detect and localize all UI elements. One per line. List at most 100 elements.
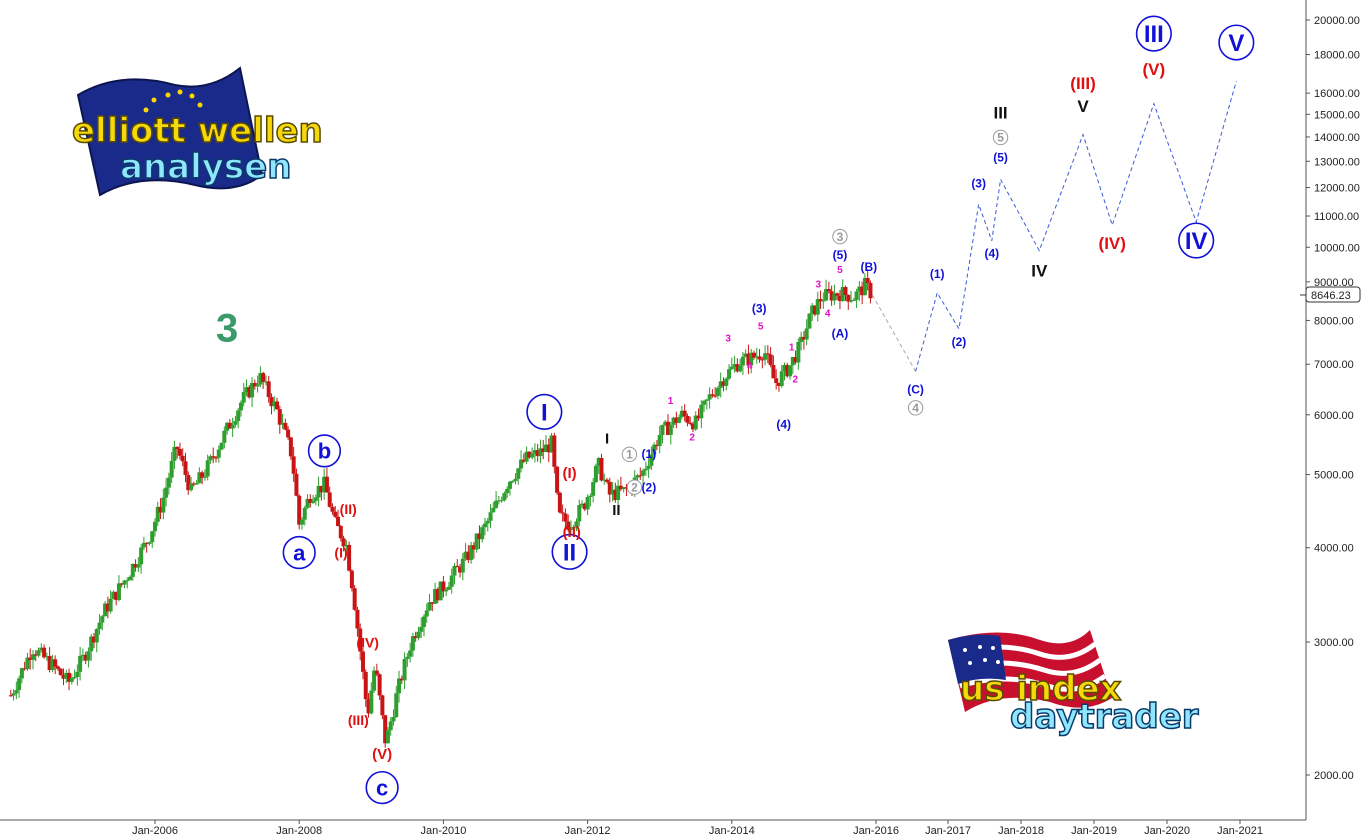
candle-down — [466, 551, 471, 561]
candle-down — [413, 636, 418, 639]
candle-down — [247, 387, 252, 398]
candle-down — [546, 444, 551, 453]
wave-label: IV — [1185, 228, 1208, 255]
candle-up — [449, 575, 454, 587]
candle-down — [283, 422, 288, 430]
candle-down — [776, 382, 781, 387]
candle-down — [214, 457, 219, 459]
candle-up — [840, 287, 845, 302]
candle-up — [272, 401, 277, 407]
candle-down — [83, 654, 88, 661]
wave-label-group: (V) — [1143, 60, 1166, 79]
candle-up — [862, 277, 867, 296]
candle-down — [277, 409, 282, 425]
candle-up — [591, 482, 596, 496]
candle-up — [30, 654, 35, 660]
wave-circle — [1135, 15, 1172, 52]
wave-label-group: 5 — [992, 129, 1009, 146]
candle-down — [297, 495, 302, 525]
candle-up — [519, 459, 524, 469]
candle-down — [177, 449, 182, 456]
candle-up — [97, 622, 102, 630]
candle-up — [394, 693, 399, 718]
candle-up — [671, 417, 676, 425]
candle-up — [197, 472, 202, 484]
candle-up — [313, 497, 318, 501]
candle-down — [835, 293, 840, 296]
wave-label: (I) — [562, 465, 576, 482]
candle-up — [824, 289, 829, 301]
candle-up — [699, 404, 704, 419]
candle-up — [263, 381, 268, 383]
wave-circle — [282, 535, 316, 570]
candle-up — [388, 721, 393, 731]
candle-down — [557, 492, 562, 513]
wave-label-group: II — [612, 502, 620, 519]
candle-up — [804, 328, 809, 340]
candle-up — [782, 364, 787, 372]
wave-label-group: 5 — [758, 322, 764, 333]
candle-down — [191, 483, 196, 485]
candle-up — [125, 580, 130, 582]
candle-up — [510, 480, 515, 482]
wave-label-group: V — [1218, 24, 1255, 61]
candle-down — [552, 435, 557, 467]
candle-up — [50, 659, 55, 670]
wave-label: c — [376, 775, 388, 800]
candle-up — [75, 671, 80, 677]
wave-labels: 35abc(I)(II)(III)(IV)(V)III(I)(II)III12(… — [216, 0, 1255, 805]
candle-up — [147, 542, 152, 544]
wave-label-group: 5 — [1225, 0, 1247, 5]
candle-up — [153, 521, 157, 532]
wave-label-group: 1 — [668, 396, 674, 407]
wave-label-group: (1) — [930, 267, 945, 281]
wave-label-group: IV — [1178, 222, 1215, 259]
candle-down — [358, 628, 363, 652]
eu-flag-icon — [76, 66, 264, 197]
candle-up — [164, 487, 169, 498]
candle-up — [11, 693, 16, 696]
candle-up — [427, 602, 432, 611]
wave-circle — [1218, 24, 1255, 61]
candle-down — [768, 354, 773, 365]
wave-label: (4) — [776, 418, 791, 432]
candle-down — [541, 448, 546, 452]
candle-up — [524, 451, 529, 462]
candle-up — [233, 421, 238, 425]
projection-paths — [871, 80, 1237, 372]
candle-up — [280, 422, 285, 425]
candle-up — [72, 676, 77, 679]
candle-up — [574, 521, 579, 527]
candle-up — [707, 394, 712, 400]
candle-up — [499, 500, 504, 502]
candle-up — [241, 392, 246, 403]
wave-label-group: b — [307, 434, 342, 468]
candle-down — [682, 410, 687, 416]
wave-label: 4 — [912, 401, 919, 415]
candle-down — [435, 589, 440, 601]
candle-down — [688, 422, 693, 424]
candle-up — [258, 373, 263, 385]
candle-up — [446, 586, 451, 590]
candle-up — [482, 523, 487, 528]
y-tick-label: 2000.00 — [1314, 770, 1354, 782]
candle-up — [652, 444, 657, 455]
candle-up — [480, 527, 485, 540]
candle-down — [286, 429, 291, 438]
wave-label: (A) — [832, 326, 849, 340]
candle-down — [654, 444, 659, 447]
y-tick-label: 6000.00 — [1314, 410, 1354, 422]
x-tick-label: Jan-2017 — [925, 825, 971, 837]
wave-label-group: (IV) — [356, 635, 379, 651]
candle-up — [238, 402, 243, 411]
candle-down — [674, 417, 679, 423]
candle-down — [535, 450, 540, 457]
candle-up — [166, 477, 171, 488]
candle-up — [405, 656, 410, 660]
candle-up — [502, 493, 507, 501]
y-tick-label: 18000.00 — [1314, 50, 1360, 62]
candle-up — [621, 487, 626, 490]
candle-up — [155, 506, 160, 522]
candle-up — [305, 498, 310, 508]
candle-up — [815, 299, 820, 315]
